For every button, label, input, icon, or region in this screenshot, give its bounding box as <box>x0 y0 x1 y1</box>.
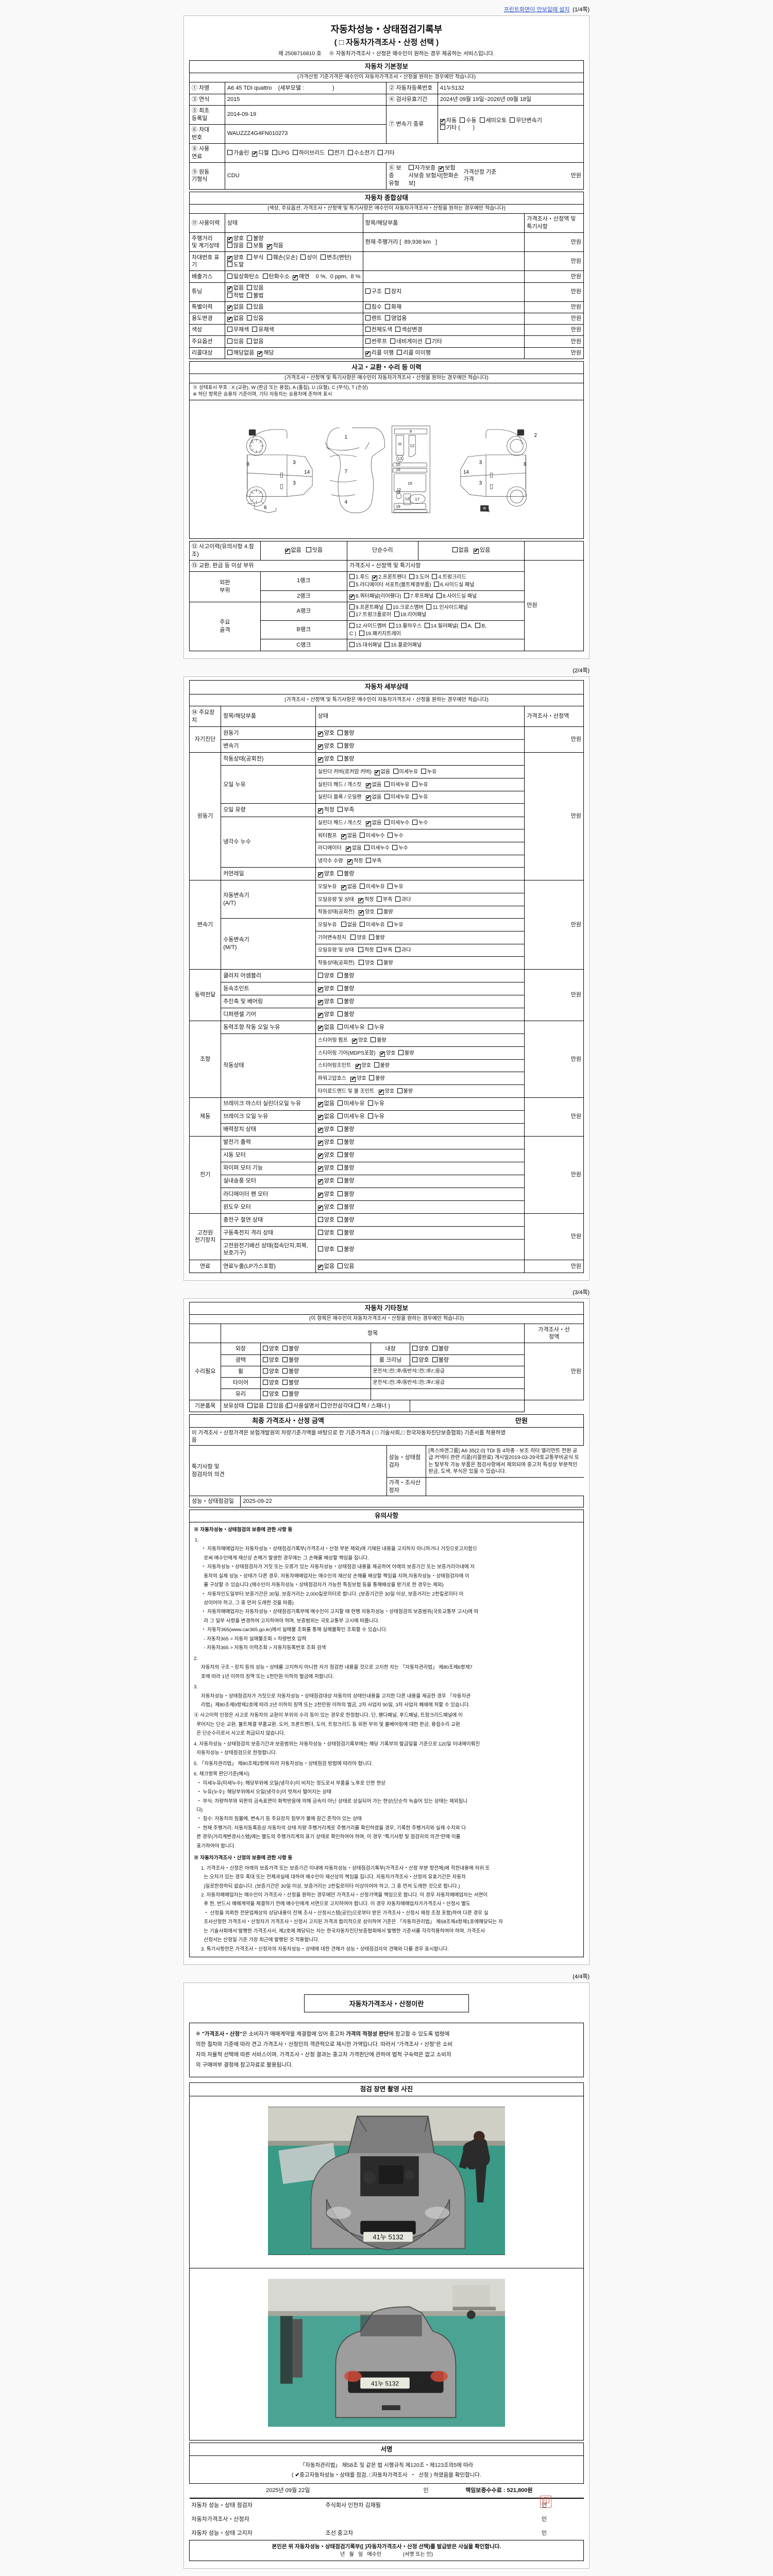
svg-text:2: 2 <box>534 433 536 438</box>
svg-text:W: W <box>483 507 486 511</box>
svg-text:12: 12 <box>405 497 410 501</box>
svg-text:41누 5132: 41누 5132 <box>373 2233 404 2241</box>
svg-text:9: 9 <box>410 429 412 433</box>
svg-text:13: 13 <box>398 456 402 461</box>
svg-text:14: 14 <box>463 469 469 475</box>
svg-text:3: 3 <box>479 460 482 465</box>
svg-text:10: 10 <box>396 462 400 467</box>
svg-text:8: 8 <box>246 462 249 467</box>
svg-text:6: 6 <box>264 505 267 511</box>
svg-text:13: 13 <box>397 488 401 492</box>
svg-text:16: 16 <box>408 481 412 485</box>
svg-text:1: 1 <box>345 434 347 440</box>
svg-text:6: 6 <box>488 509 490 513</box>
svg-text:41누 5132: 41누 5132 <box>371 2380 399 2387</box>
svg-text:18: 18 <box>396 504 400 509</box>
svg-text:15: 15 <box>396 467 400 472</box>
svg-text:X: X <box>251 430 254 435</box>
svg-text:3: 3 <box>479 480 482 486</box>
svg-text:17: 17 <box>415 497 419 501</box>
svg-text:12: 12 <box>410 443 415 448</box>
svg-text:8: 8 <box>524 462 527 467</box>
svg-text:4: 4 <box>345 500 348 505</box>
svg-text:14: 14 <box>304 469 310 475</box>
svg-text:3: 3 <box>293 480 296 486</box>
svg-text:7: 7 <box>345 469 347 474</box>
svg-text:3: 3 <box>293 460 296 465</box>
svg-text:11: 11 <box>398 442 402 446</box>
